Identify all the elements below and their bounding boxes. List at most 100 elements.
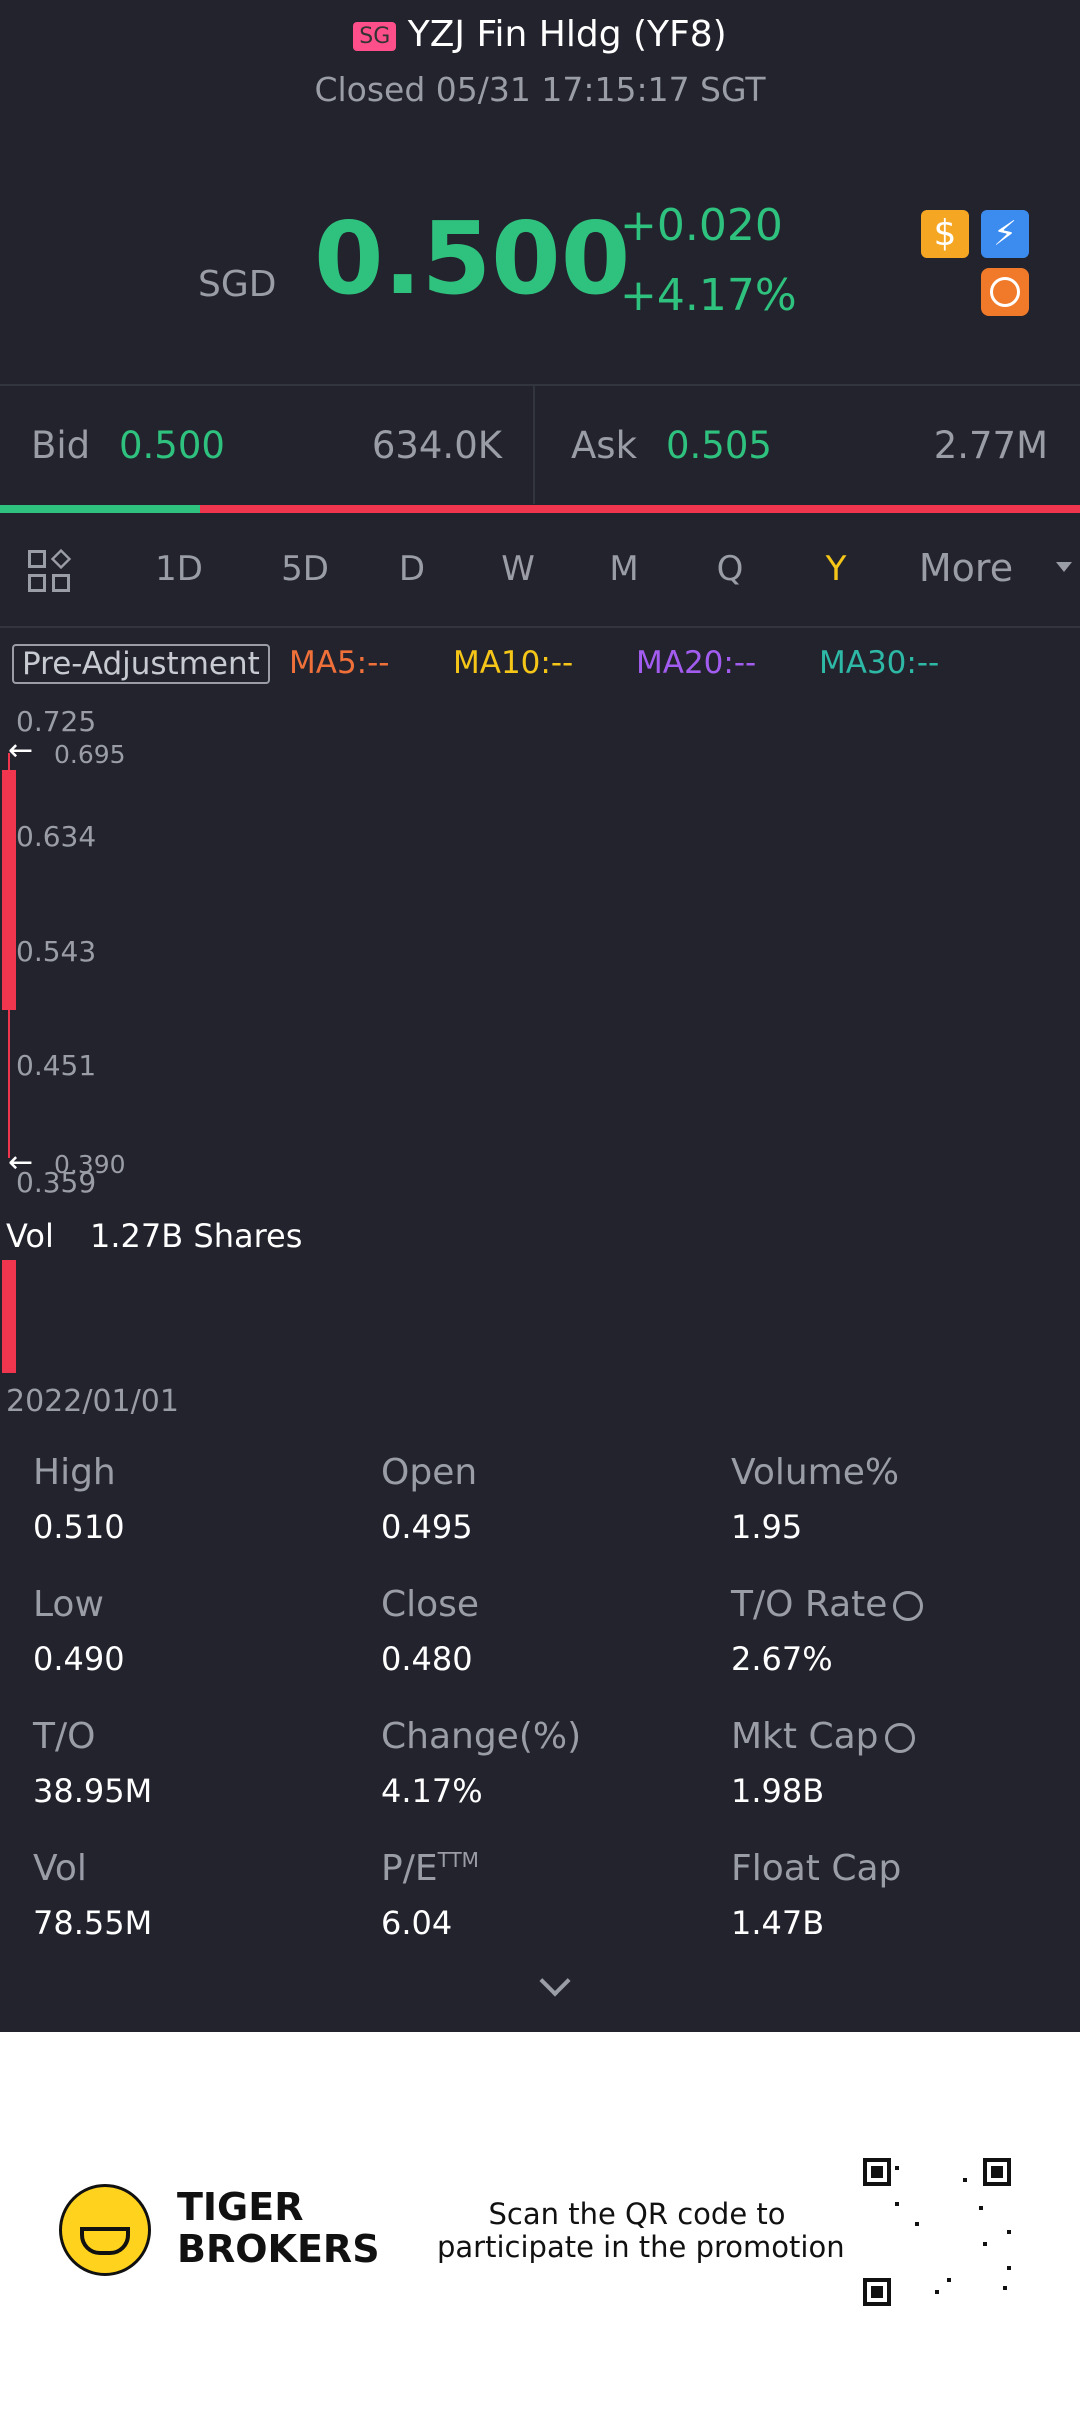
promo-line: participate in the promotion (437, 2230, 845, 2264)
tiger-logo (59, 2184, 151, 2276)
brand-line: TIGER (177, 2185, 304, 2229)
price-axis-label: 0.543 (16, 935, 97, 968)
stat-label: Change(%) (381, 1716, 581, 1757)
stat-label: Open (381, 1452, 477, 1493)
exchange-icon[interactable] (981, 268, 1029, 316)
stat-label-text: Close (381, 1584, 480, 1625)
ma5: MA5:-- (289, 645, 390, 681)
stat-value: 1.95 (731, 1508, 803, 1546)
high-marker: 0.695 (54, 740, 126, 769)
stat-label: Low (33, 1584, 104, 1625)
stat-value: 2.67% (731, 1640, 833, 1678)
stat-label-text: T/O (33, 1716, 96, 1757)
ma10: MA10:-- (453, 645, 574, 681)
dividend-icon[interactable]: $ (921, 210, 969, 258)
stat-value: 6.04 (381, 1904, 453, 1942)
ask-size: 2.77M (933, 424, 1048, 467)
more-arrow[interactable] (1056, 562, 1072, 572)
arrow: ← (8, 733, 34, 768)
stat-label-text: T/O Rate (731, 1584, 888, 1625)
stat-label-text: Float Cap (731, 1848, 902, 1889)
stat-value: 1.98B (731, 1772, 825, 1810)
ask-bar (200, 505, 1080, 513)
stat-label: Float Cap (731, 1848, 901, 1889)
price-change: +0.020 (620, 200, 783, 251)
layout-icon[interactable] (28, 548, 72, 592)
adjustment-toggle[interactable]: Pre-Adjustment (12, 644, 270, 684)
brand: TIGER BROKERS (177, 2186, 380, 2270)
stat-value: 0.495 (381, 1508, 473, 1546)
qr-module (1007, 2230, 1011, 2234)
qr-module (895, 2202, 899, 2206)
stat-value: 38.95M (33, 1772, 153, 1810)
candle-body (2, 770, 16, 1010)
period-tab[interactable]: Q (716, 549, 744, 589)
stat-label: Mkt Cap (731, 1716, 915, 1757)
promo-text: Scan the QR code to participate in the pr… (437, 2197, 845, 2264)
stat-label-text: P/E (381, 1848, 438, 1889)
stat-label: High (33, 1452, 116, 1493)
info-icon[interactable] (893, 1591, 924, 1621)
stat-value: 0.510 (33, 1508, 125, 1546)
price-axis-label: 0.634 (16, 820, 97, 853)
bid-size: 634.0K (371, 424, 502, 467)
market-status: Closed 05/31 17:15:17 SGT (314, 70, 766, 109)
period-tab[interactable]: D (398, 549, 426, 589)
bid-bar (0, 505, 200, 513)
chart-date: 2022/01/01 (6, 1384, 179, 1419)
qr-module (983, 2242, 987, 2246)
bid-label: Bid (31, 424, 91, 467)
qr-finder (991, 2166, 1003, 2178)
low-marker: 0.390 (54, 1150, 126, 1179)
brand-line: BROKERS (177, 2227, 380, 2271)
arrow: ← (8, 1145, 34, 1180)
currency: SGD (198, 264, 277, 305)
market-badge: SG (353, 21, 397, 51)
ask-price: 0.505 (666, 424, 772, 467)
qr-module (1007, 2266, 1011, 2270)
stat-label: Volume% (731, 1452, 899, 1493)
stat-label-sup: TTM (437, 1848, 479, 1872)
promo-line: Scan the QR code to (488, 2197, 786, 2231)
stat-value: 78.55M (33, 1904, 153, 1942)
stat-value: 0.490 (33, 1640, 125, 1678)
ma20: MA20:-- (636, 645, 757, 681)
divider (0, 384, 1080, 386)
volume-value: 1.27B Shares (90, 1217, 303, 1255)
period-tab[interactable]: W (501, 549, 535, 589)
period-tab[interactable]: More (918, 546, 1014, 590)
info-icon[interactable] (884, 1723, 915, 1753)
divider (0, 626, 1080, 628)
period-tab[interactable]: Y (825, 549, 847, 589)
flash-icon[interactable]: ⚡ (981, 210, 1029, 258)
period-tab[interactable]: 1D (155, 549, 203, 589)
period-tab[interactable]: M (609, 549, 639, 589)
stat-value: 1.47B (731, 1904, 825, 1942)
stock-title: YZJ Fin Hldg (YF8) (407, 14, 727, 55)
period-tab[interactable]: 5D (281, 549, 329, 589)
price-axis-label: 0.725 (16, 705, 97, 738)
price-axis-label: 0.359 (16, 1166, 97, 1199)
stat-label-text: Low (33, 1584, 104, 1625)
stat-label-text: Volume% (731, 1452, 900, 1493)
stat-value: 0.480 (381, 1640, 473, 1678)
qr-code (863, 2158, 1011, 2306)
qr-module (895, 2166, 899, 2170)
quote-panel (0, 0, 1080, 2032)
qr-module (1003, 2286, 1007, 2290)
stat-label-text: Vol (33, 1848, 87, 1889)
price-change-percent: +4.17% (620, 270, 797, 321)
qr-module (979, 2206, 983, 2210)
stat-label-text: High (33, 1452, 116, 1493)
ask-label: Ask (571, 424, 638, 467)
volume-bar (2, 1260, 16, 1373)
stat-label: T/O (33, 1716, 95, 1757)
stat-label-text: Change(%) (381, 1716, 582, 1757)
stat-label: P/ETTM (381, 1848, 479, 1889)
stat-label: Vol (33, 1848, 87, 1889)
stat-label-text: Mkt Cap (731, 1716, 879, 1757)
qr-finder (871, 2166, 883, 2178)
volume-label: Vol (6, 1217, 54, 1255)
price-axis-label: 0.451 (16, 1049, 97, 1082)
